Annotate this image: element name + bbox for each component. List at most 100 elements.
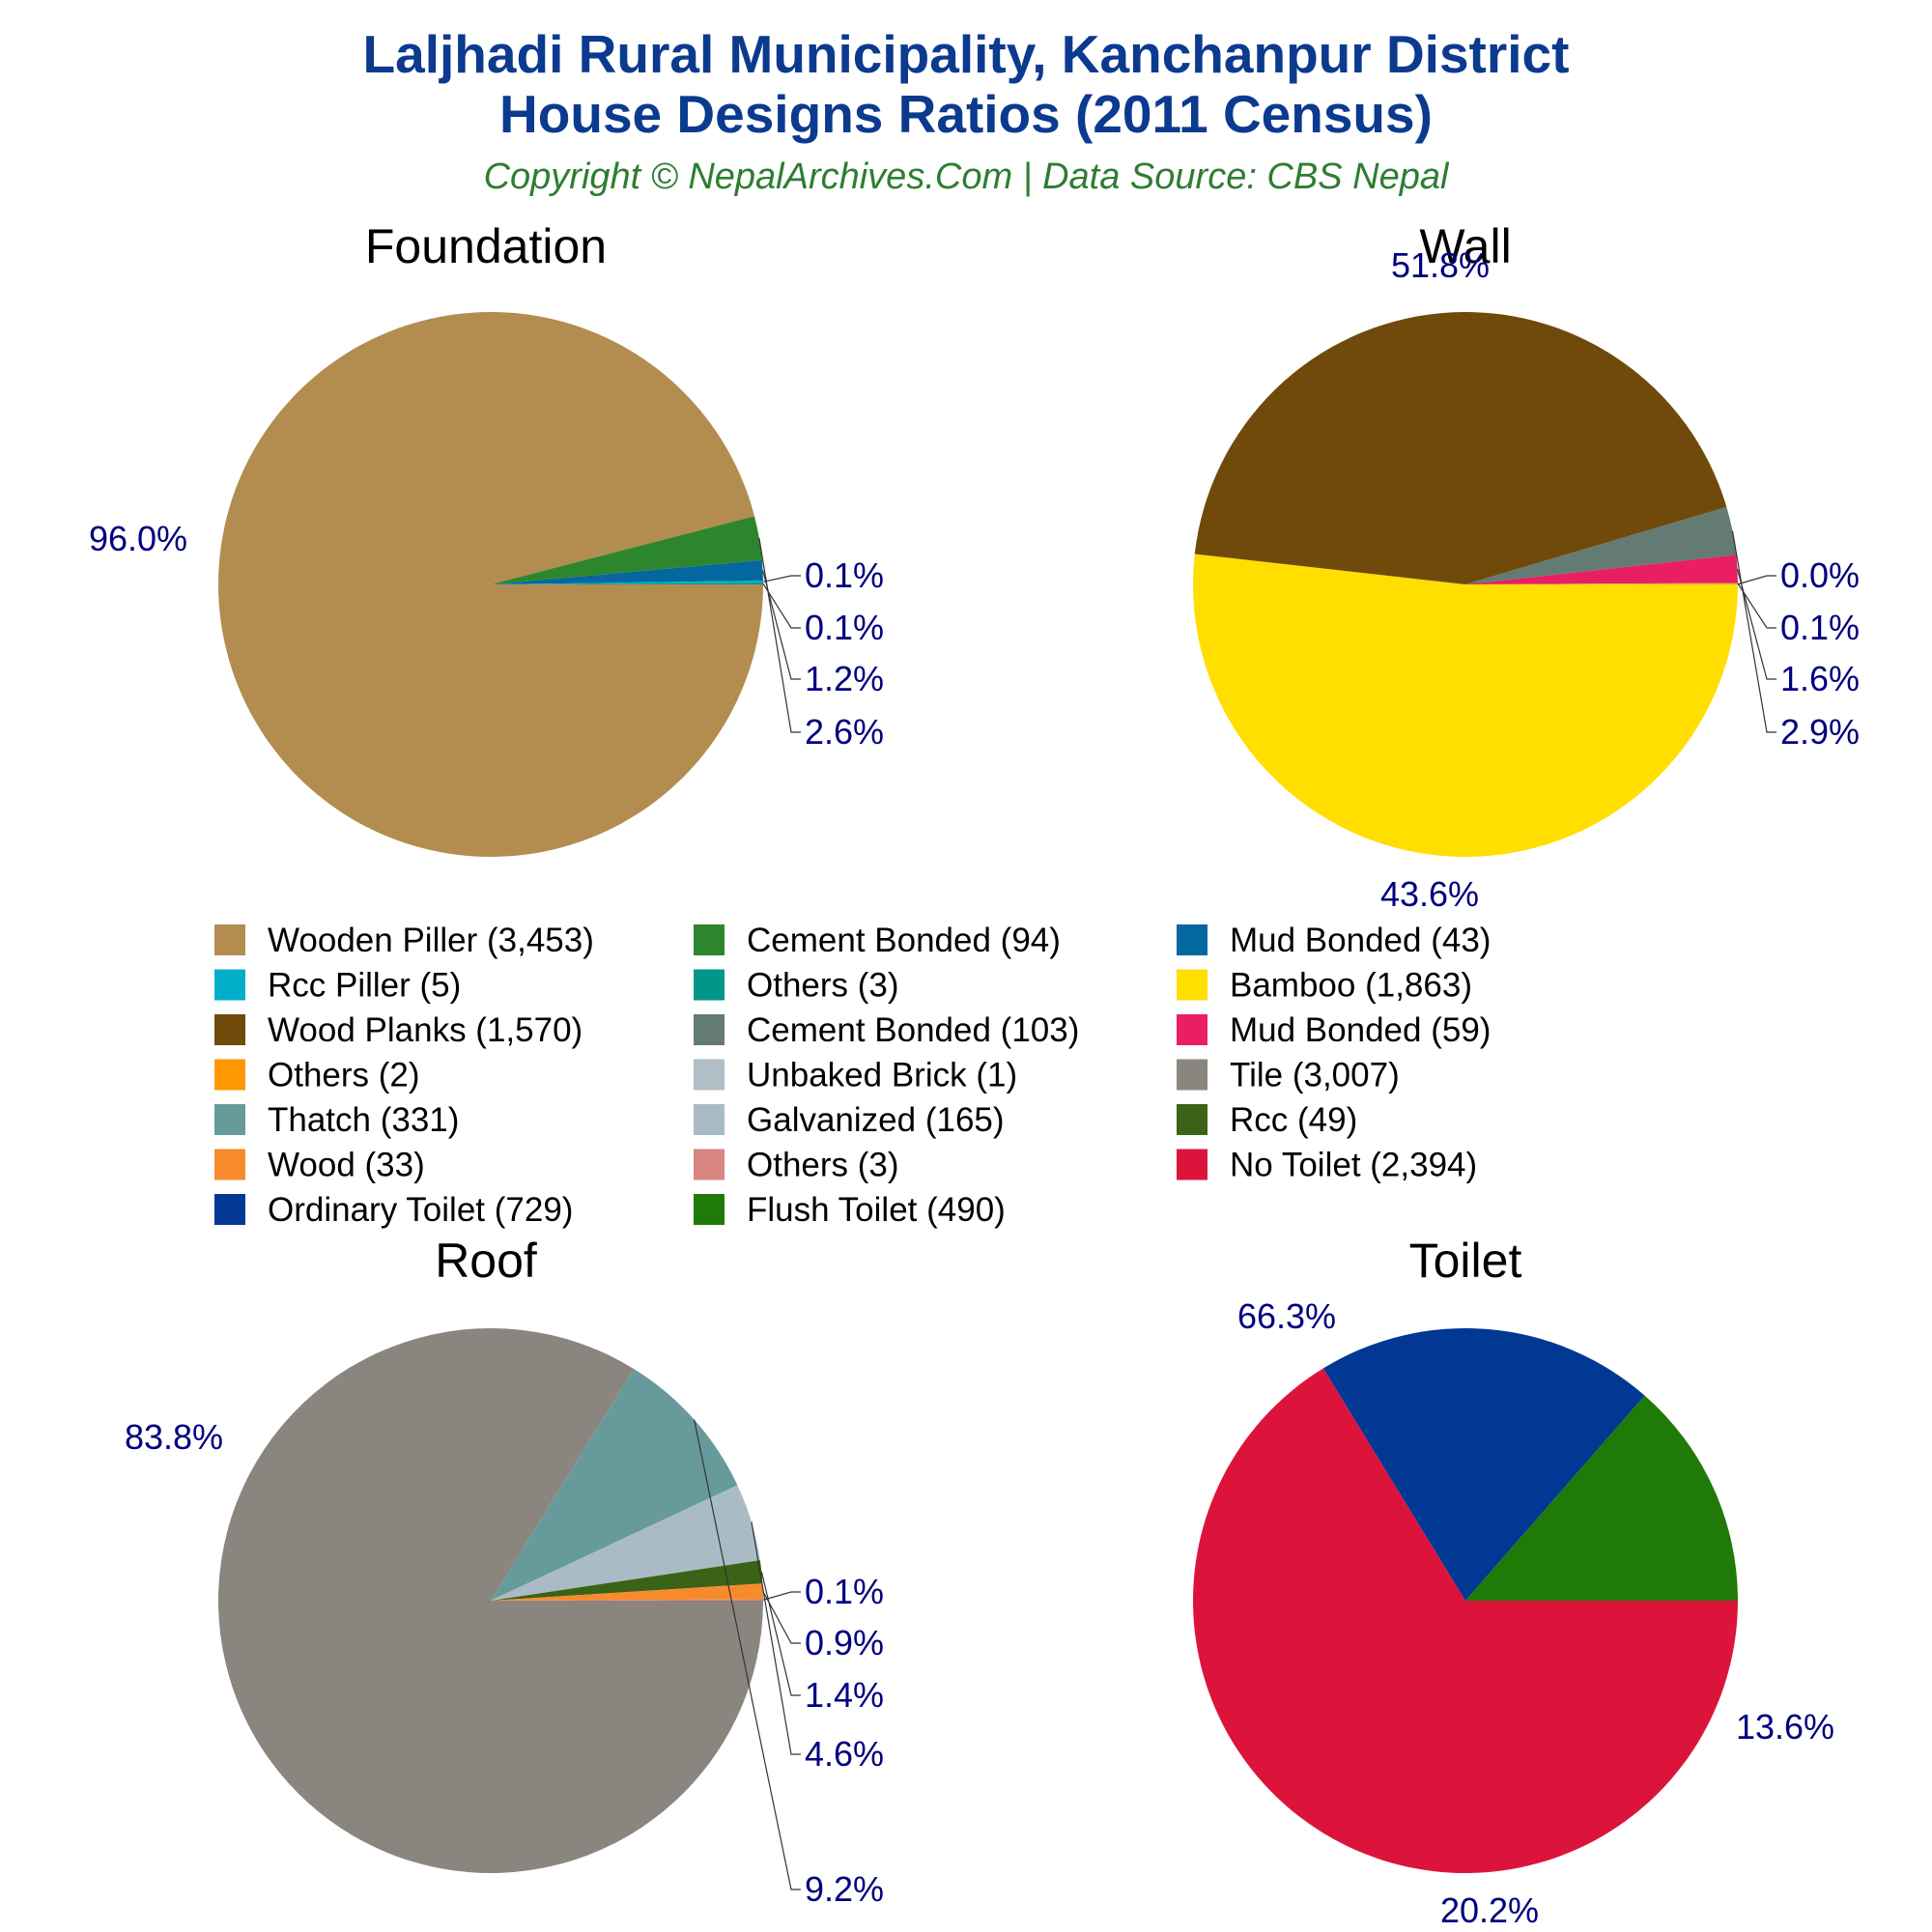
legend-swatch [694,1194,724,1225]
legend-item: Cement Bonded (94) [694,922,1061,959]
legend-label: Mud Bonded (59) [1230,1011,1491,1049]
pie-title: Wall [1419,219,1511,273]
pie-slice-rcc [491,1560,763,1601]
pie-slice-others [491,1599,763,1601]
leader-line [762,582,801,629]
percent-label: 0.0% [1780,555,1860,595]
percent-label: 20.2% [1440,1890,1539,1930]
legend-label: Tile (3,007) [1230,1057,1400,1094]
legend-label: Wooden Piller (3,453) [268,922,594,959]
percent-label: 96.0% [89,519,187,558]
legend-item: No Toilet (2,394) [1177,1147,1477,1184]
pie-wall: Wall 0.0% 0.1% 1.6% 2.9% 51.8% 43.6% [1193,219,1860,914]
percent-label: 0.1% [1780,608,1860,647]
legend-label: Others (3) [747,967,899,1005]
chart-subtitle: Copyright © NepalArchives.Com | Data Sou… [484,156,1450,197]
leader-line [762,575,801,582]
percent-label: 83.8% [125,1417,223,1457]
leader-line [762,570,801,680]
legend-item: Wood (33) [214,1147,425,1184]
pie-slice-wood [491,1583,763,1601]
pie-toilet: Toilet 66.3% 20.2% 13.6% [1192,1234,1834,1930]
legend-label: Rcc (49) [1230,1101,1357,1139]
legend-swatch [1177,1149,1208,1180]
leader-line [751,1521,801,1755]
legend-swatch [1177,969,1208,1001]
legend-label: Ordinary Toilet (729) [268,1191,573,1229]
pie-slice-flush-toilet [1465,1395,1738,1601]
legend-item: Mud Bonded (59) [1177,1011,1491,1049]
pie-slice-no-toilet [1192,1368,1738,1873]
legend-swatch [214,969,245,1001]
legend-label: Wood (33) [268,1147,425,1184]
pie-title: Foundation [365,219,607,273]
legend-item: Others (3) [694,967,899,1005]
percent-label: 4.6% [805,1734,884,1774]
legend-label: Thatch (331) [268,1101,459,1139]
pie-slice-mud-bonded [491,559,763,584]
percent-label: 0.9% [805,1623,884,1662]
legend-item: Wooden Piller (3,453) [214,922,594,959]
percent-label: 1.4% [805,1675,884,1715]
legend-item: Others (2) [214,1057,420,1094]
percent-label: 51.8% [1391,245,1490,285]
legend-swatch [214,1014,245,1045]
pie-charts: Foundation 0.1% 0.1% 1.2% 2.6% 96.0% Wall 0.0% 0… [89,219,1860,1930]
percent-label: 0.1% [805,608,884,647]
legend-label: Others (2) [268,1057,420,1094]
percent-label: 0.1% [805,555,884,595]
legend-item: Flush Toilet (490) [694,1191,1006,1229]
legend-swatch [214,1104,245,1135]
legend-label: Others (3) [747,1147,899,1184]
chart-title-line-2: House Designs Ratios (2011 Census) [499,84,1433,144]
legend-label: Wood Planks (1,570) [268,1011,582,1049]
leader-line [762,1591,801,1644]
legend-item: Ordinary Toilet (729) [214,1191,573,1229]
legend-swatch [1177,924,1208,955]
legend-swatch [1177,1104,1208,1135]
pie-slice-thatch [491,1369,738,1601]
leader-line [762,1591,801,1601]
legend-item: Thatch (331) [214,1101,459,1139]
percent-label: 9.2% [805,1869,884,1909]
legend-swatch [694,924,724,955]
legend-item: Wood Planks (1,570) [214,1011,582,1049]
legend-swatch [694,969,724,1001]
legend-item: Rcc (49) [1177,1101,1357,1139]
legend-swatch [214,1059,245,1091]
percent-label: 1.6% [1780,659,1860,698]
legend-label: Cement Bonded (103) [747,1011,1079,1049]
leader-line [1736,568,1776,680]
leader-line [694,1419,801,1890]
pie-slice-wood-planks [1194,312,1727,584]
legend-item: Cement Bonded (103) [694,1011,1079,1049]
pie-title: Roof [435,1234,537,1288]
legend-item: Unbaked Brick (1) [694,1057,1017,1094]
pie-slice-cement-bonded [491,516,762,584]
legend-item: Rcc Piller (5) [214,967,461,1005]
legend-swatch [214,1149,245,1180]
legend-item: Mud Bonded (43) [1177,922,1491,959]
pie-slice-others [491,582,763,584]
legend-swatch [214,1194,245,1225]
legend-swatch [1177,1014,1208,1045]
leader-line [758,537,801,733]
legend-label: Bamboo (1,863) [1230,967,1472,1005]
percent-label: 43.6% [1380,874,1479,914]
legend-item: Others (3) [694,1147,899,1184]
pie-roof: Roof 0.1% 0.9% 1.4% 4.6% 9.2% 83.8% [125,1234,884,1909]
legend-swatch [694,1149,724,1180]
legend-label: Unbaked Brick (1) [747,1057,1017,1094]
legend-label: Cement Bonded (94) [747,922,1061,959]
legend-swatch [694,1059,724,1091]
legend-label: Flush Toilet (490) [747,1191,1006,1229]
percent-label: 1.2% [805,659,884,698]
pie-slice-ordinary-toilet [1322,1328,1645,1601]
legend-label: Galvanized (165) [747,1101,1005,1139]
pie-slice-galvanized [491,1485,760,1601]
chart-title: Laljhadi Rural Municipality, Kanchanpur … [363,24,1570,84]
percent-label: 0.1% [805,1572,884,1611]
legend-swatch [1177,1059,1208,1091]
pie-slice-mud-bonded [1465,554,1738,584]
leader-line [1737,582,1776,629]
